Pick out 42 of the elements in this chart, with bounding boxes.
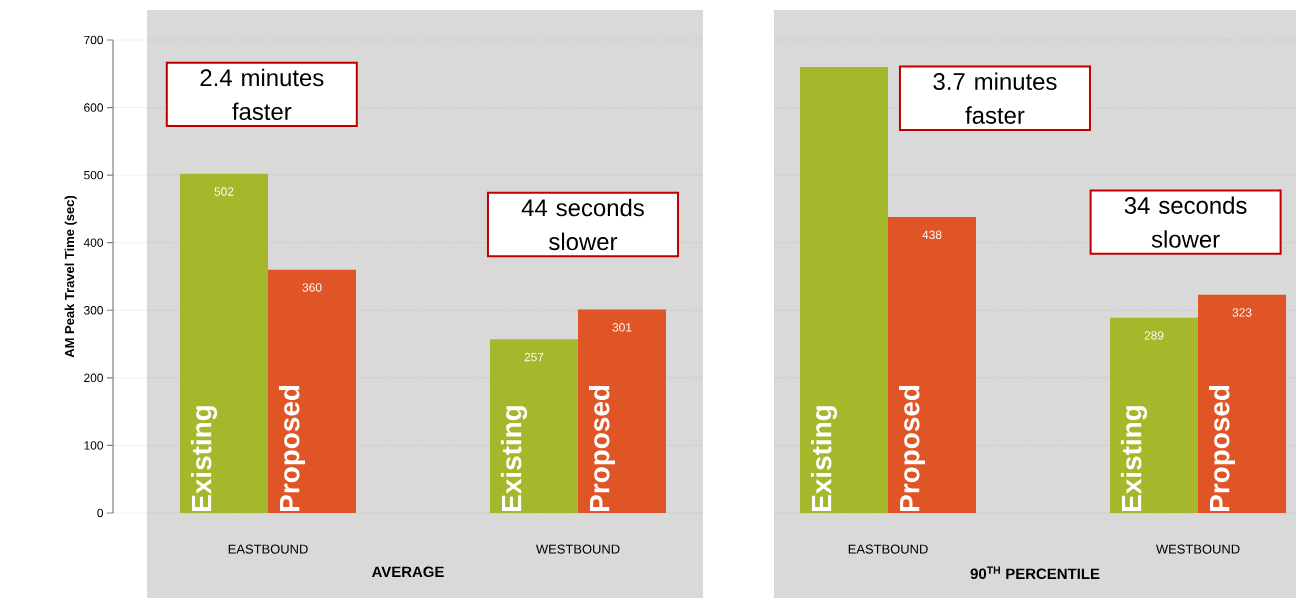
y-tick-label: 200 <box>84 373 104 383</box>
y-tick-label: 300 <box>84 306 104 315</box>
data-label: 323 <box>1232 308 1252 317</box>
bar <box>490 339 579 513</box>
annotation: 2.4 minutes faster <box>200 68 324 121</box>
x-axis-title: 90$^{TH}$ PERCENTILE <box>970 566 1100 580</box>
data-label: 502 <box>214 187 234 196</box>
x-tick-label: WESTBOUND <box>535 544 620 554</box>
y-tick-label: 0 <box>97 508 104 518</box>
data-label: 257 <box>524 352 544 362</box>
x-axis-title: AVERAGE <box>371 566 444 578</box>
y-tick-label: 400 <box>83 238 104 247</box>
bar <box>800 67 889 513</box>
data-label: 438 <box>922 230 942 239</box>
bar <box>888 217 977 513</box>
text: Proposed <box>1209 385 1236 511</box>
annotation: 44 seconds slower <box>521 198 644 251</box>
y-tick-label: 500 <box>84 170 104 180</box>
bar <box>1110 317 1199 513</box>
bar <box>578 309 667 513</box>
bar <box>180 173 269 513</box>
annotation: 34 seconds slower <box>1124 196 1247 248</box>
x-tick-label: WESTBOUND <box>1155 544 1240 554</box>
series-label: Existing <box>190 406 218 511</box>
bar <box>268 269 357 513</box>
text: Proposed <box>589 385 615 511</box>
y-axis-title: AM Peak Travel Time (sec) <box>64 195 77 358</box>
data-label: 360 <box>302 283 322 292</box>
bar <box>1198 294 1287 513</box>
text: Existing <box>1120 406 1148 511</box>
series-label: Proposed <box>279 385 305 511</box>
data-label: 301 <box>612 323 632 332</box>
x-tick-label: EASTBOUND <box>848 544 928 554</box>
annotation: 3.7 minutes faster <box>933 72 1057 124</box>
data-label: 289 <box>1144 331 1164 340</box>
y-tick-label: 100 <box>84 441 104 450</box>
y-tick-label: 600 <box>84 103 104 112</box>
text: Existing <box>500 406 528 511</box>
x-tick-label: EASTBOUND <box>228 544 308 554</box>
y-tick-label: 700 <box>84 35 104 45</box>
series-label: Existing <box>810 406 838 511</box>
series-label: Proposed <box>899 385 926 511</box>
